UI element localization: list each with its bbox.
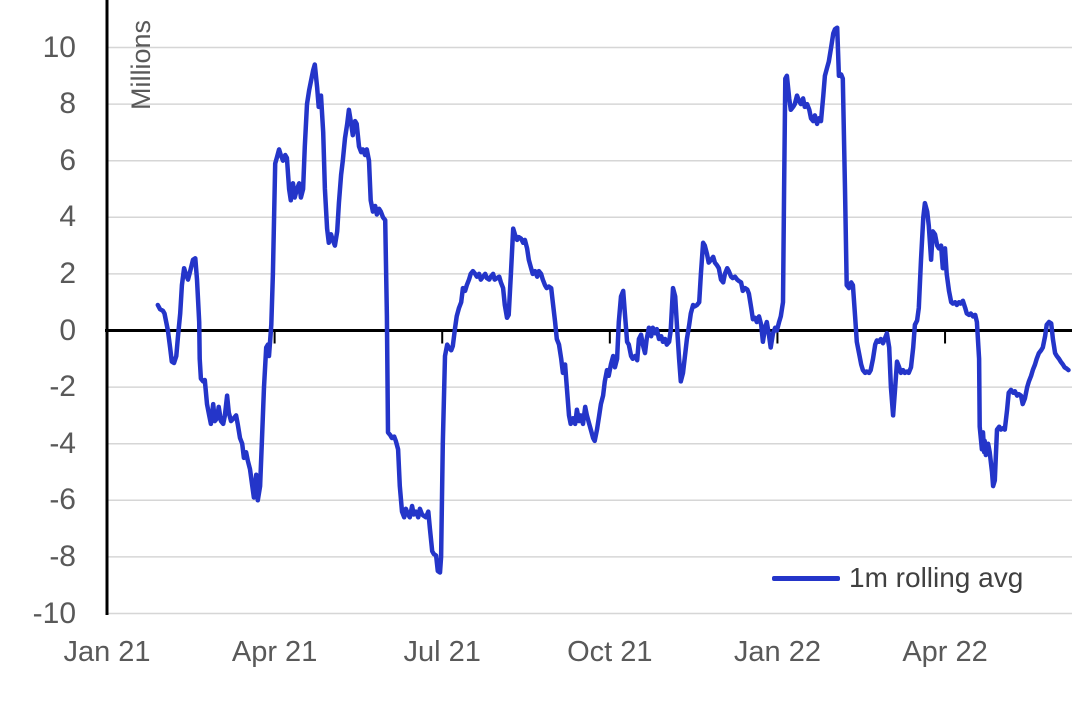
y-tick-label-0: 0 xyxy=(59,313,76,347)
y-axis-title: Millions xyxy=(126,19,156,110)
x-tick-label-Apr-22: Apr 22 xyxy=(902,636,988,668)
x-tick-label-Jul-21: Jul 21 xyxy=(403,636,481,668)
y-tick-label-10: 10 xyxy=(42,30,76,64)
y-tick-label-8: 8 xyxy=(59,87,76,121)
y-tick-label-6: 6 xyxy=(59,143,76,177)
y-tick-label--4: -4 xyxy=(49,426,76,460)
x-tick-label-Jan-22: Jan 22 xyxy=(733,636,821,668)
y-tick-label-4: 4 xyxy=(59,200,76,234)
x-tick-label-Oct-21: Oct 21 xyxy=(567,636,653,668)
legend: 1m rolling avg xyxy=(772,560,1023,596)
series-line-1m-rolling-avg xyxy=(155,25,1071,575)
y-tick-label--10: -10 xyxy=(32,596,76,630)
x-tick-label-Jan-21: Jan 21 xyxy=(63,636,151,668)
y-tick-label-12: 12 xyxy=(0,0,76,8)
legend-line-swatch xyxy=(772,575,840,581)
y-tick-label--8: -8 xyxy=(49,539,76,573)
y-tick-label--2: -2 xyxy=(49,370,76,404)
legend-series-label: 1m rolling avg xyxy=(849,562,1024,593)
x-tick-label-Apr-21: Apr 21 xyxy=(231,636,318,668)
y-tick-label-2: 2 xyxy=(59,256,76,290)
y-tick-label--6: -6 xyxy=(49,483,76,517)
